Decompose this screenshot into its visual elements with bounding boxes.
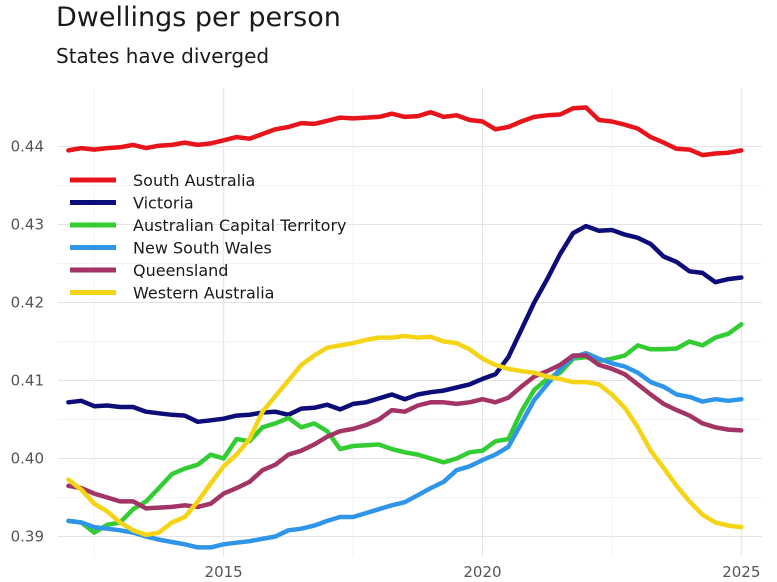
gridlines [58,88,762,556]
series-line-5 [66,333,744,538]
series-line-1 [66,223,744,425]
x-tick-label: 2015 [205,563,243,581]
chart-subtitle: States have diverged [56,44,270,68]
x-tick-label: 2020 [463,563,501,581]
chart-title: Dwellings per person [56,2,341,33]
series-line-4 [66,353,744,511]
series-lines [66,105,744,550]
legend-label: Victoria [133,194,194,213]
y-tick-label: 0.42 [11,294,44,312]
legend-label: New South Wales [133,239,272,258]
legend-label: Queensland [133,261,228,280]
legend: South Australia Victoria Australian Capita… [70,171,347,303]
y-tick-label: 0.41 [11,372,44,390]
y-tick-label: 0.39 [11,528,44,546]
series-line-0 [66,105,744,158]
y-tick-label: 0.43 [11,216,44,234]
legend-label: South Australia [133,171,255,190]
y-tick-label: 0.40 [11,450,44,468]
legend-label: Australian Capital Territory [133,216,347,235]
axis-tick-labels: 0.39 0.40 0.41 0.42 0.43 0.44 2015 2020 2025 [11,138,761,582]
x-tick-label: 2025 [722,563,760,581]
y-tick-label: 0.44 [11,138,44,156]
legend-label: Western Australia [133,284,274,303]
series-line-2 [66,322,744,535]
series-line-3 [66,350,744,550]
